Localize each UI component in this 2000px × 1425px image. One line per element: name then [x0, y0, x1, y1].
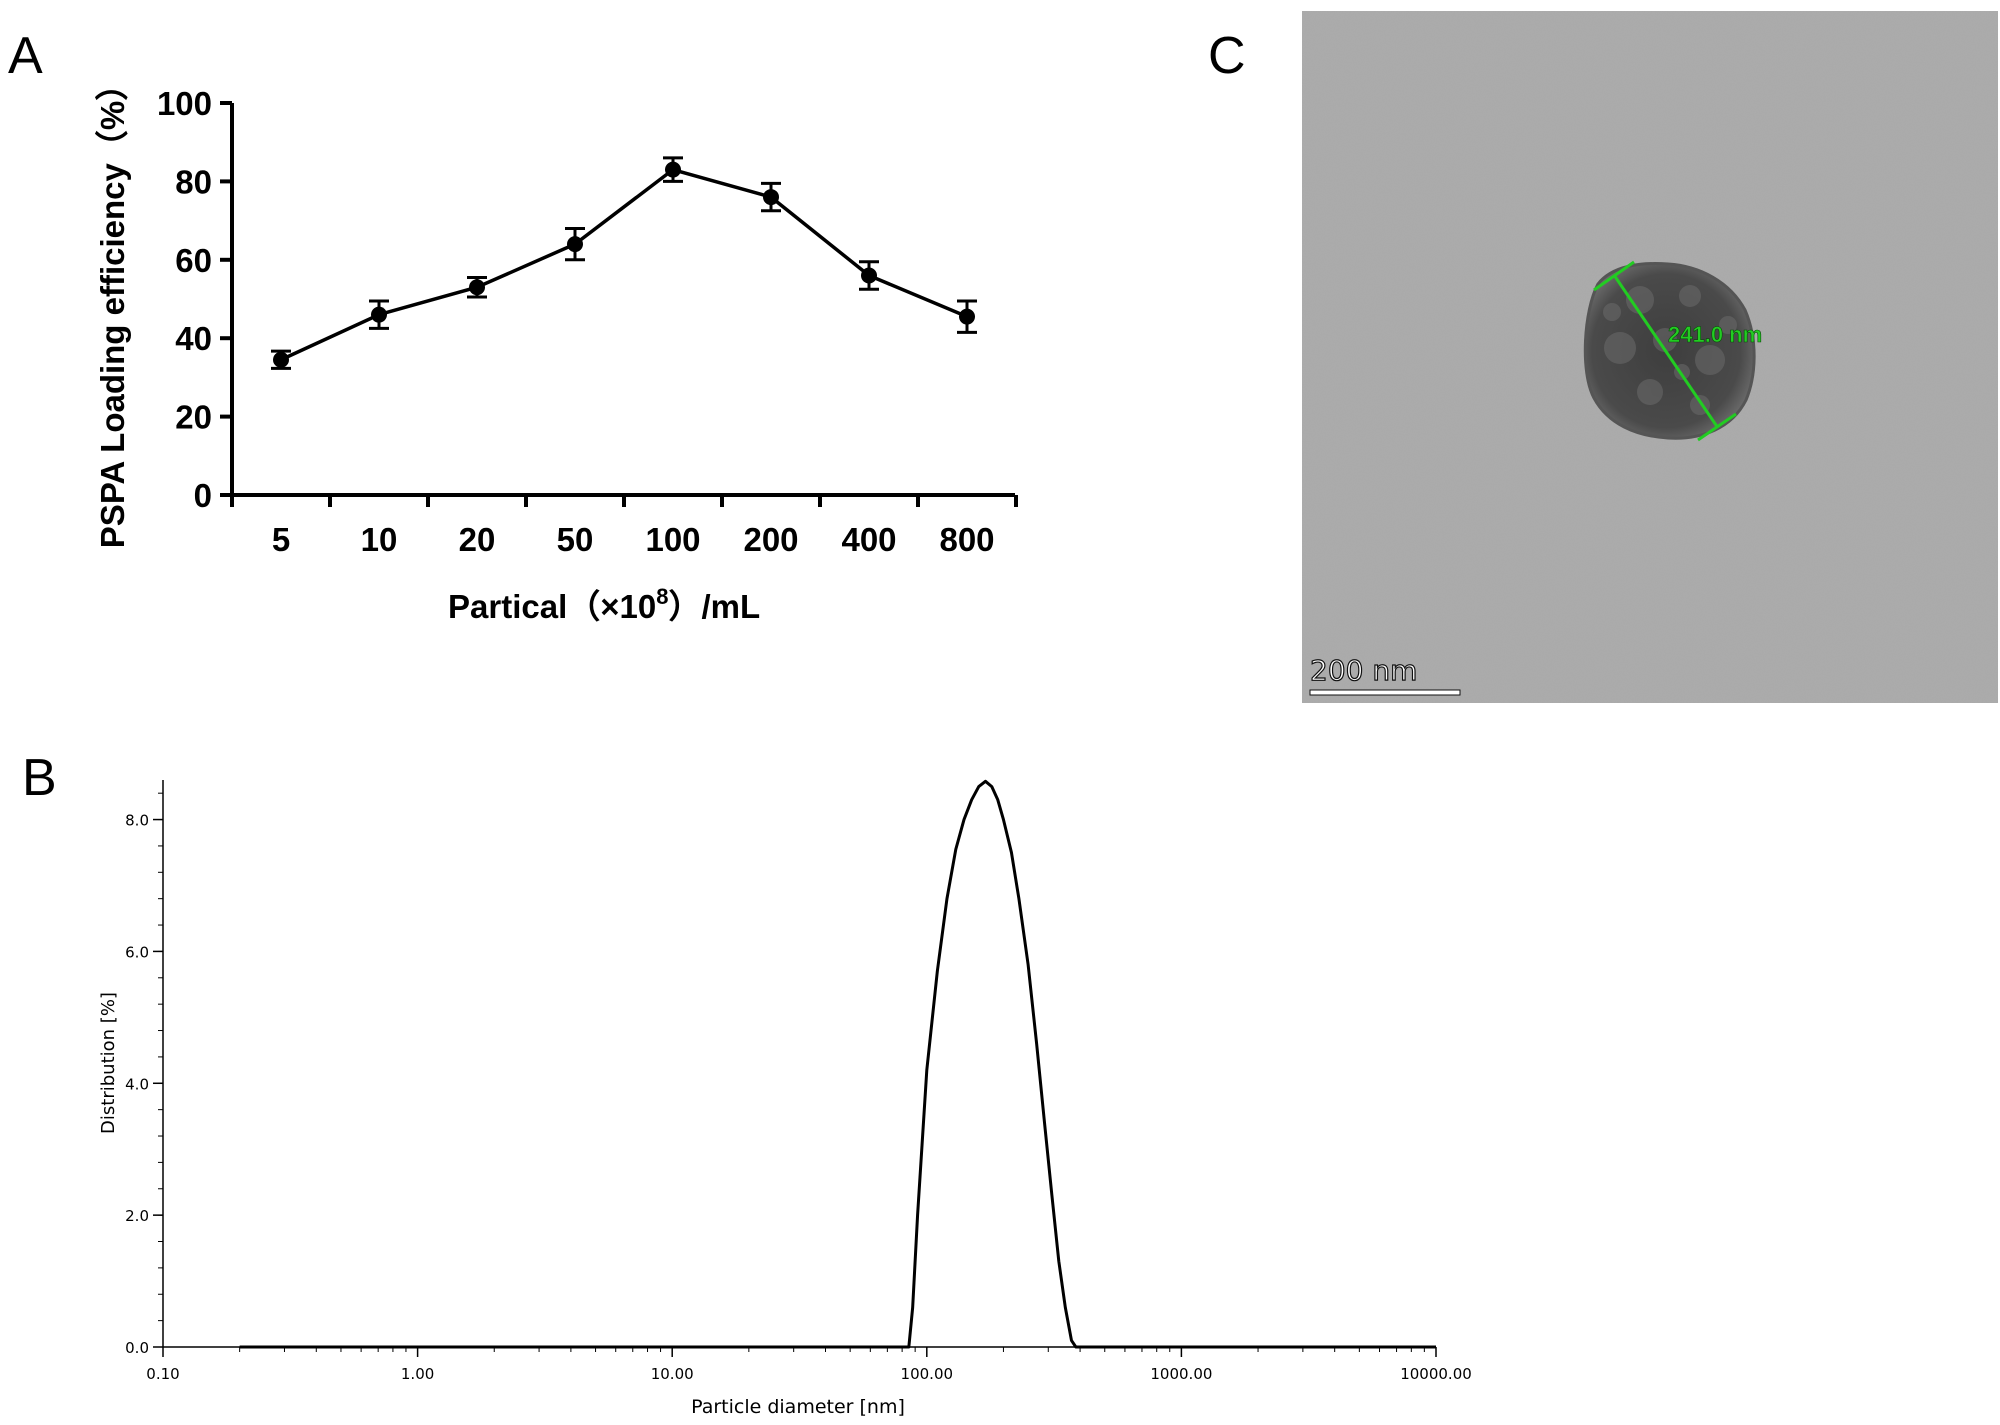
x-axis-label-superscript: 8	[656, 584, 668, 609]
y-tick-label-a: 20	[175, 399, 212, 436]
y-axis-label-a: PSPA Loading efficiency（%）	[94, 68, 131, 548]
data-point	[567, 236, 583, 253]
axes-b: 0.0 2.0 4.0 6.0 8.0 0.10 1.00 10.00 100.00 1000.0…	[125, 780, 1472, 1383]
y-tick-label-a: 60	[175, 242, 212, 279]
axes-a: 0 20 40 60 80 100 5 10 20 50 100 200 400 800	[157, 85, 1018, 558]
x-axis-label-b: Particle diameter [nm]	[691, 1396, 905, 1418]
x-tick-label-b: 10.00	[651, 1365, 694, 1383]
y-tick-label-a: 0	[194, 477, 212, 514]
scale-bar-label: 200 nm	[1310, 654, 1417, 687]
data-point	[371, 306, 387, 323]
data-point	[469, 279, 485, 296]
x-tick-label-a: 400	[841, 521, 896, 558]
x-tick-label-a: 5	[272, 521, 290, 558]
x-tick-label-b: 1000.00	[1150, 1365, 1212, 1383]
line-series-a	[280, 167, 968, 362]
y-tick-label-b: 4.0	[125, 1075, 149, 1093]
marks-a	[271, 156, 977, 370]
y-tick-label-a: 40	[175, 320, 212, 357]
y-axis-label-b: Distribution [%]	[98, 992, 119, 1134]
x-axis-label-main: Partical（×10	[448, 588, 656, 625]
x-tick-label-a: 50	[557, 521, 594, 558]
x-tick-label-a: 200	[743, 521, 798, 558]
x-axis-label-tail: ）/mL	[668, 588, 760, 625]
y-tick-label-a: 100	[157, 85, 212, 122]
panel-c-letter: C	[1208, 27, 1246, 85]
measure-end-cap-bottom	[1697, 412, 1737, 442]
data-point	[861, 267, 877, 284]
scale-bar	[1309, 689, 1461, 696]
x-tick-label-b: 1.00	[401, 1365, 434, 1383]
panel-b-letter: B	[22, 749, 57, 807]
x-tick-label-a: 20	[459, 521, 496, 558]
data-point	[273, 351, 289, 368]
measure-end-cap-top	[1593, 260, 1635, 292]
x-tick-label-b: 100.00	[901, 1365, 954, 1383]
y-tick-label-b: 8.0	[125, 812, 149, 830]
y-tick-label-b: 2.0	[125, 1207, 149, 1225]
data-point	[959, 308, 975, 325]
x-tick-label-a: 10	[361, 521, 398, 558]
panel-a-letter: A	[8, 27, 43, 85]
x-tick-label-a: 800	[939, 521, 994, 558]
y-tick-label-a: 80	[175, 163, 212, 200]
distribution-curve	[239, 779, 1436, 1349]
x-axis-label-a: Partical（×108）/mL	[448, 584, 760, 625]
marks-b	[239, 779, 1436, 1349]
x-tick-label-a: 100	[645, 521, 700, 558]
data-point	[763, 189, 779, 206]
diameter-measure-label: 241.0 nm	[1668, 322, 1762, 347]
x-tick-label-b: 10000.00	[1400, 1365, 1472, 1383]
y-tick-label-b: 6.0	[125, 943, 149, 961]
y-tick-label-b: 0.0	[125, 1339, 149, 1357]
x-tick-label-b: 0.10	[146, 1365, 179, 1383]
diameter-measure-line	[1612, 274, 1720, 429]
data-point	[665, 161, 681, 178]
